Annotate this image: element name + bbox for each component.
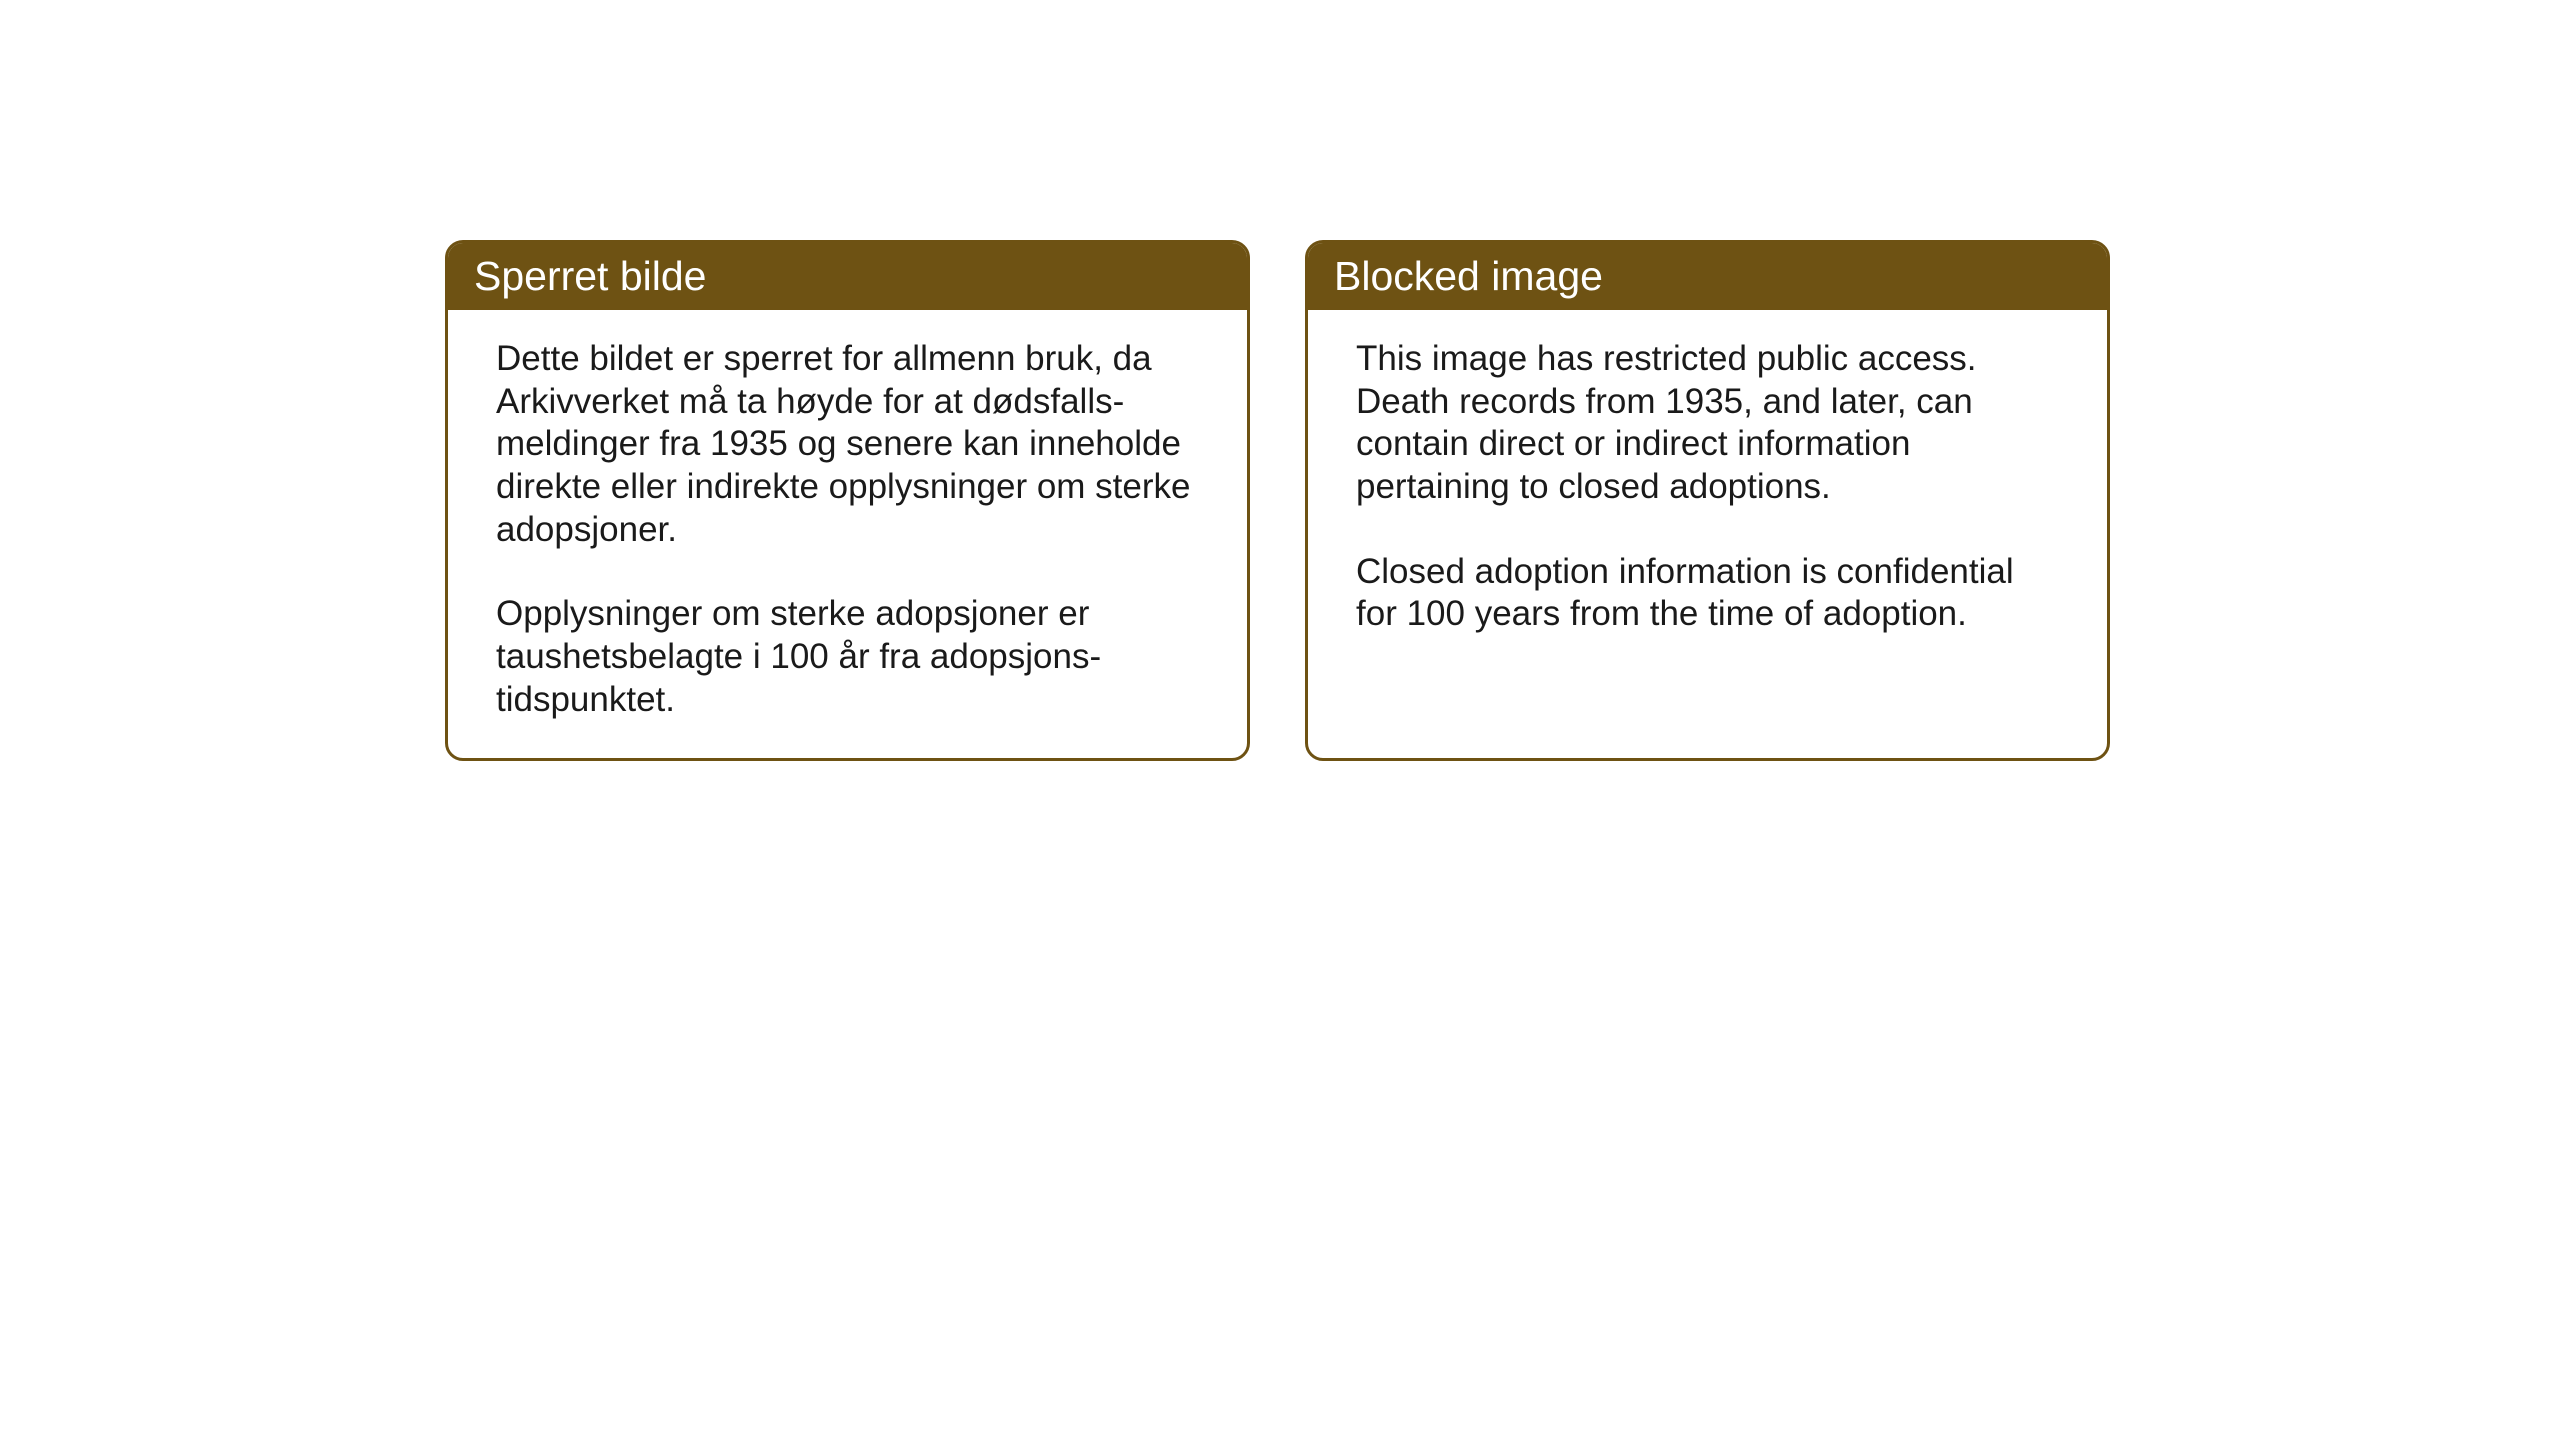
norwegian-paragraph-1: Dette bildet er sperret for allmenn bruk… bbox=[496, 338, 1199, 551]
english-card: Blocked image This image has restricted … bbox=[1305, 240, 2110, 761]
norwegian-card-body: Dette bildet er sperret for allmenn bruk… bbox=[448, 310, 1247, 758]
norwegian-card-title: Sperret bilde bbox=[448, 243, 1247, 310]
english-paragraph-2: Closed adoption information is confident… bbox=[1356, 551, 2059, 636]
norwegian-card: Sperret bilde Dette bildet er sperret fo… bbox=[445, 240, 1250, 761]
english-card-body: This image has restricted public access.… bbox=[1308, 310, 2107, 705]
cards-container: Sperret bilde Dette bildet er sperret fo… bbox=[445, 240, 2110, 761]
english-paragraph-1: This image has restricted public access.… bbox=[1356, 338, 2059, 509]
norwegian-paragraph-2: Opplysninger om sterke adopsjoner er tau… bbox=[496, 593, 1199, 721]
english-card-title: Blocked image bbox=[1308, 243, 2107, 310]
